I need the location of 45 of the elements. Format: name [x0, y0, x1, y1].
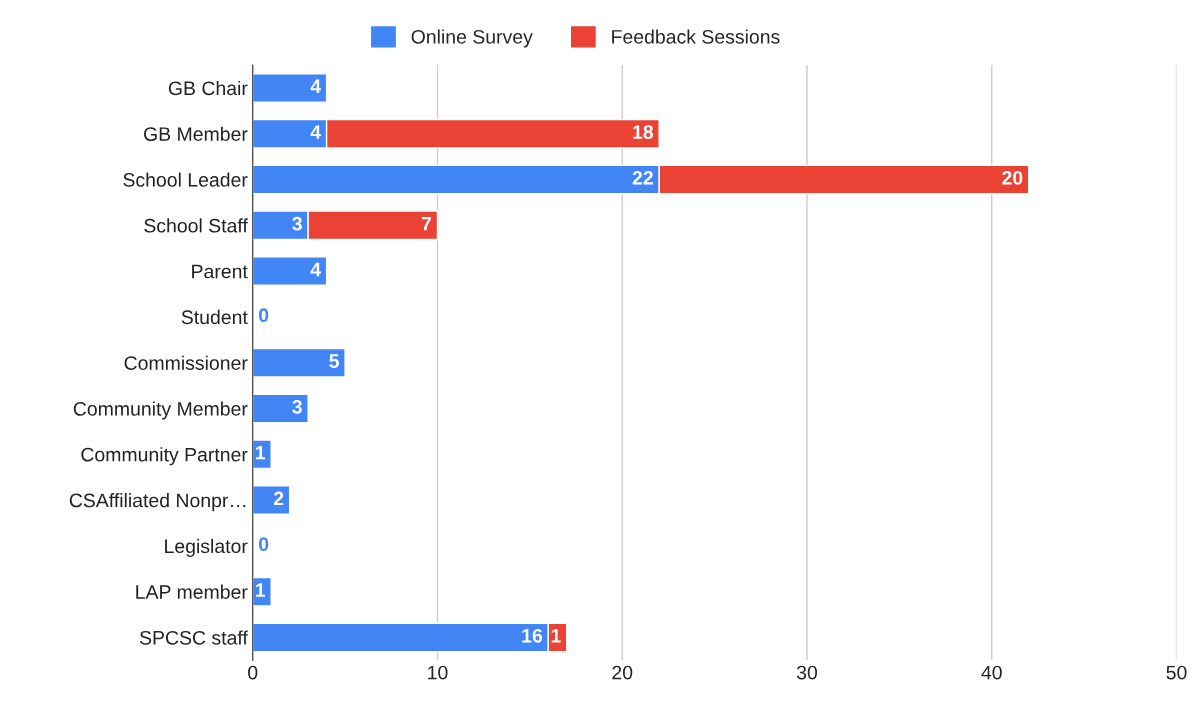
legend-label: Feedback Sessions	[612, 29, 780, 44]
y-tick-label: Parent	[192, 264, 248, 279]
data-label: 3	[292, 216, 302, 231]
bar	[252, 485, 291, 515]
bar	[252, 347, 346, 378]
data-label: 4	[310, 125, 321, 139]
y-tick-label: SPCSC staff	[139, 630, 248, 645]
x-tick-label: 20	[612, 665, 633, 680]
data-label: 7	[421, 216, 432, 231]
legend-label: Online Survey	[411, 29, 533, 48]
data-label: 1	[551, 629, 561, 643]
x-tick-label: 0	[248, 665, 258, 680]
data-label: 0	[259, 537, 269, 552]
data-label: 4	[310, 262, 321, 277]
y-tick-label: CSAffiliated Nonpr…	[69, 493, 246, 512]
y-tick-label: School Leader	[123, 172, 248, 187]
y-tick-label: Community Partner	[81, 447, 248, 466]
data-label: 2	[273, 491, 284, 506]
y-tick-label: School Staff	[144, 218, 248, 233]
data-label: 16	[522, 628, 543, 643]
data-label: 0	[259, 308, 269, 323]
y-tick-label: GB Chair	[168, 80, 248, 96]
data-label: 4	[310, 79, 321, 93]
x-tick-label: 50	[1166, 665, 1187, 680]
y-tick-label: Community Member	[73, 401, 248, 420]
data-label: 1	[256, 445, 266, 460]
bar	[252, 576, 272, 607]
y-tick-label: Student	[181, 309, 248, 325]
data-label: 1	[256, 583, 266, 597]
y-tick-label: Commissioner	[124, 355, 248, 370]
bar	[252, 73, 328, 103]
data-label: 3	[292, 399, 302, 414]
bar	[252, 393, 309, 424]
x-tick-label: 30	[796, 665, 818, 680]
data-label: 5	[329, 354, 339, 368]
y-tick-label: LAP member	[136, 584, 248, 599]
bar	[252, 256, 328, 286]
data-label: 22	[632, 170, 653, 185]
data-label: 18	[633, 125, 654, 139]
data-label: 20	[1002, 170, 1023, 185]
x-tick-label: 40	[981, 665, 1002, 680]
x-tick-label: 10	[428, 665, 448, 680]
y-tick-label: Legislator	[165, 538, 248, 557]
y-tick-label: GB Member	[144, 126, 248, 141]
bar	[252, 439, 272, 470]
